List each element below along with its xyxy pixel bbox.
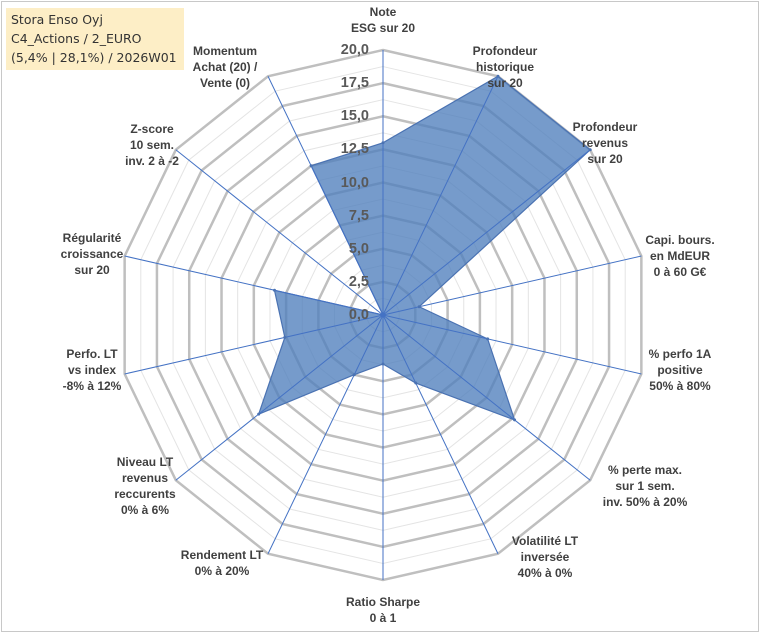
axis-label-line: Ratio Sharpe [345,595,421,609]
tick-label: 10,0 [340,174,369,191]
axis-label-line: % perte max. [607,463,683,477]
axis-label: Z-score 10 sem. inv. 2 à -2 [125,121,179,169]
center-point [380,312,386,318]
tick-label: 17,5 [340,75,369,92]
axis-spoke [267,314,384,554]
axis-spoke [382,314,591,481]
data-point [513,418,517,422]
axis-label-line: Note [369,5,397,19]
axis-label-line: inv. 2 à -2 [125,154,179,168]
data-point [309,164,313,168]
title-line-2: C4_Actions / 2_EURO [11,31,142,46]
tick-label: 12,5 [340,141,369,158]
axis-label-line: inv. 50% à 20% [602,495,688,509]
axis-spoke [124,314,384,375]
axis-label: Régularité croissance sur 20 [61,230,124,278]
axis-label-line: 50% à 80% [649,379,711,393]
axis-label-line: Achat (20) / [192,60,258,74]
axis-label-line: sur 20 [487,76,523,90]
axis-label-line: 0 à 1 [369,611,397,625]
axis-label: Ratio Sharpe 0 à 1 [346,594,420,626]
axis-label-line: Profondeur [472,44,538,58]
axis-label-line: vs index [67,363,117,377]
tick-label: 7,5 [348,207,369,224]
data-point [257,412,261,416]
axis-label-line: 0% à 20% [194,564,250,578]
axis-label-line: 0% à 6% [120,503,170,517]
axis-label-line: positive [657,363,703,377]
axis-label-line: Volatilité LT [511,534,579,548]
axis-spoke [175,149,384,316]
tick-label: 2,5 [348,273,369,290]
axis-label-line: croissance [60,247,124,261]
axis-spoke [382,149,591,316]
axis-label-line: 0 à 60 G€ [653,265,707,279]
data-point [381,141,385,145]
data-point [414,381,418,385]
axis-label-line: -8% à 12% [62,379,122,393]
data-point [588,148,592,152]
axis-label-line: Profondeur [572,120,638,134]
data-point [417,305,421,309]
axis-label: Profondeur historique sur 20 [473,43,538,91]
axis-label-line: Capi. bours. [645,233,715,247]
tick-label: 0,0 [348,307,369,323]
data-series-area [257,75,592,421]
axis-label-line: Rendement LT [180,548,264,562]
axis-label-line: Z-score [130,122,174,136]
axis-label-line: en MdEUR [650,249,710,263]
axis-label-line: 40% à 0% [517,566,573,580]
axis-label-line: sur 1 sem. [615,479,675,493]
axis-spoke [267,76,384,316]
axis-label-line: Perfo. LT [66,347,118,361]
axis-label: Profondeur revenus sur 20 [573,119,638,167]
data-point [283,335,287,339]
axis-spoke [175,314,384,481]
axis-label-line: Niveau LT [116,455,174,469]
axis-label: Volatilité LT inversée 40% à 0% [512,533,578,581]
axis-spoke [382,314,499,554]
axis-label-line: reccurents [114,487,176,501]
axis-label-line: historique [475,60,535,74]
axis-label-line: Momentum [193,44,257,58]
axis-label-line: Vente (0) [199,76,250,90]
axis-label: Momentum Achat (20) / Vente (0) [193,43,258,91]
tick-label: 5,0 [348,240,369,257]
axis-label-line: % perfo 1A [648,347,712,361]
tick-label: 20,0 [340,42,369,58]
axis-label-line: sur 20 [74,263,110,277]
axis-spoke [382,314,642,375]
data-point [381,362,385,366]
data-point [352,373,356,377]
title-line-1: Stora Enso Oyj [11,12,103,27]
axis-label: % perfo 1A positive 50% à 80% [649,346,712,394]
axis-spoke [124,255,384,316]
axis-label-line: sur 20 [587,152,623,166]
axis-label: Capi. bours. en MdEUR 0 à 60 G€ [645,232,714,280]
axis-spoke [382,255,642,316]
axis-label-line: inversée [520,550,570,564]
data-point [486,337,490,341]
axis-label: Note ESG sur 20 [351,4,415,36]
data-point [496,74,500,78]
axis-label-line: revenus [581,136,629,150]
axis-label: % perte max. sur 1 sem. inv. 50% à 20% [603,462,688,510]
title-box: Stora Enso Oyj C4_Actions / 2_EURO (5,4%… [6,8,184,70]
axis-label-line: 10 sem. [129,138,175,152]
axis-label-line: Régularité [62,231,122,245]
axis-label: Rendement LT 0% à 20% [181,547,263,579]
axis-label: Perfo. LT vs index -8% à 12% [63,346,122,394]
axis-label-line: ESG sur 20 [350,21,416,35]
axis-label: Niveau LT revenus reccurents 0% à 6% [114,454,175,518]
data-point [272,288,276,292]
tick-label: 15,0 [340,108,369,125]
title-line-3: (5,4% | 28,1%) / 2026W01 [11,50,177,65]
axis-label-line: revenus [121,471,169,485]
axis-spoke [382,76,499,316]
